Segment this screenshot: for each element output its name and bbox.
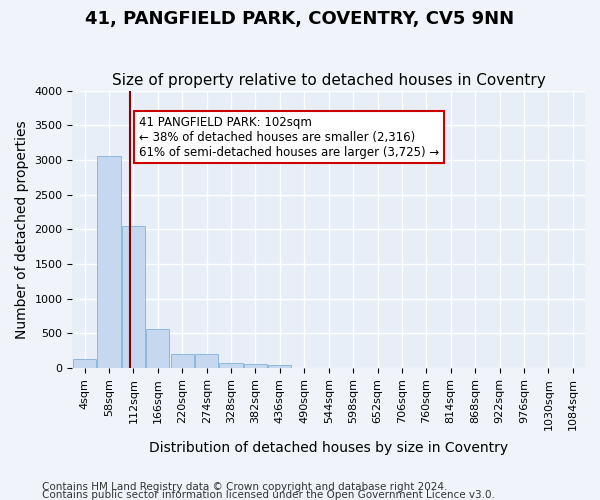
Bar [268, 364, 292, 368]
Bar [195, 354, 218, 368]
X-axis label: Distribution of detached houses by size in Coventry: Distribution of detached houses by size … [149, 441, 508, 455]
Bar [146, 330, 169, 368]
Bar [97, 156, 121, 368]
Bar [170, 354, 194, 368]
Text: 41 PANGFIELD PARK: 102sqm
← 38% of detached houses are smaller (2,316)
61% of se: 41 PANGFIELD PARK: 102sqm ← 38% of detac… [139, 116, 439, 158]
Y-axis label: Number of detached properties: Number of detached properties [15, 120, 29, 338]
Text: Contains HM Land Registry data © Crown copyright and database right 2024.: Contains HM Land Registry data © Crown c… [42, 482, 448, 492]
Bar [220, 362, 242, 368]
Text: Contains public sector information licensed under the Open Government Licence v3: Contains public sector information licen… [42, 490, 495, 500]
Bar [73, 359, 96, 368]
Text: 41, PANGFIELD PARK, COVENTRY, CV5 9NN: 41, PANGFIELD PARK, COVENTRY, CV5 9NN [85, 10, 515, 28]
Bar [244, 364, 267, 368]
Title: Size of property relative to detached houses in Coventry: Size of property relative to detached ho… [112, 73, 545, 88]
Bar [122, 226, 145, 368]
